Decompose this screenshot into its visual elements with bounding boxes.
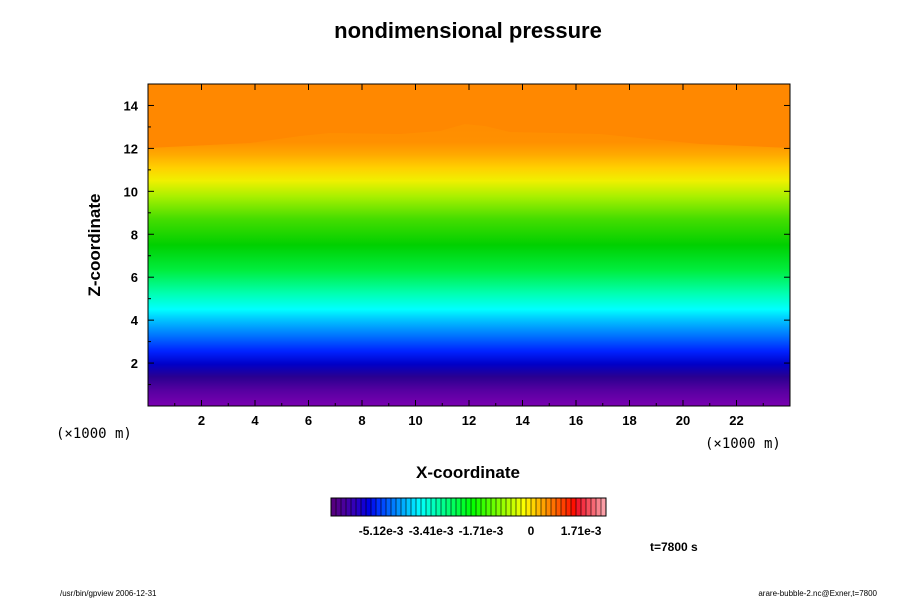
y-tick-label: 10 <box>124 184 138 199</box>
colorbar-cell <box>566 498 572 516</box>
colorbar <box>331 498 607 516</box>
y-tick-label: 8 <box>131 227 138 242</box>
y-tick-label: 4 <box>131 313 139 328</box>
x-unit-label: (×1000 m) <box>705 436 781 452</box>
colorbar-cell <box>591 498 597 516</box>
colorbar-cell <box>381 498 387 516</box>
x-tick-label: 8 <box>358 413 365 428</box>
colorbar-cell <box>406 498 412 516</box>
time-annotation: t=7800 s <box>650 540 698 554</box>
y-tick-label: 14 <box>124 98 139 113</box>
colorbar-cell <box>336 498 342 516</box>
colorbar-cell <box>471 498 477 516</box>
colorbar-cell <box>436 498 442 516</box>
colorbar-cell <box>356 498 362 516</box>
colorbar-cell <box>531 498 537 516</box>
colorbar-cell <box>331 498 337 516</box>
colorbar-cell <box>556 498 562 516</box>
colorbar-cell <box>401 498 407 516</box>
upper-bulge <box>148 84 790 148</box>
colorbar-cell <box>446 498 452 516</box>
footer-right: arare-bubble-2.nc@Exner,t=7800 <box>758 589 877 598</box>
colorbar-cell <box>421 498 427 516</box>
colorbar-cell <box>521 498 527 516</box>
colorbar-cell <box>461 498 467 516</box>
x-axis-ticks: 2 4 6 8 10 12 14 16 18 20 22 <box>174 84 764 428</box>
colorbar-cell <box>391 498 397 516</box>
colorbar-cell <box>571 498 577 516</box>
colorbar-cell <box>546 498 552 516</box>
x-tick-label: 2 <box>198 413 205 428</box>
colorbar-cell <box>366 498 372 516</box>
colorbar-cell <box>396 498 402 516</box>
colorbar-tick-label: 0 <box>528 524 535 538</box>
colorbar-frame <box>330 497 607 517</box>
x-tick-label: 16 <box>569 413 583 428</box>
colorbar-cell <box>371 498 377 516</box>
colorbar-cell <box>416 498 422 516</box>
colorbar-tick-label: -1.71e-3 <box>459 524 504 538</box>
colorbar-cell <box>431 498 437 516</box>
colorbar-cell <box>501 498 507 516</box>
colorbar-cell <box>341 498 347 516</box>
colorbar-cell <box>411 498 417 516</box>
colorbar-tick-labels: -5.12e-3 -3.41e-3 -1.71e-3 0 1.71e-3 <box>359 524 602 538</box>
y-tick-label: 2 <box>131 356 138 371</box>
chart-title: nondimensional pressure <box>334 18 602 43</box>
footer-left: /usr/bin/gpview 2006-12-31 <box>60 589 157 598</box>
colorbar-cell <box>361 498 367 516</box>
colorbar-tick-label: 1.71e-3 <box>561 524 602 538</box>
colorbar-cell <box>581 498 587 516</box>
colorbar-cell <box>541 498 547 516</box>
y-tick-label: 6 <box>131 270 138 285</box>
x-tick-label: 10 <box>408 413 422 428</box>
colorbar-tick-label: -5.12e-3 <box>359 524 404 538</box>
colorbar-tick-label: -3.41e-3 <box>409 524 454 538</box>
x-tick-label: 18 <box>622 413 636 428</box>
colorbar-cell <box>496 498 502 516</box>
colorbar-cell <box>386 498 392 516</box>
y-unit-label: (×1000 m) <box>56 426 132 442</box>
x-tick-label: 4 <box>251 413 259 428</box>
colorbar-cell <box>511 498 517 516</box>
x-axis-label: X-coordinate <box>416 463 520 482</box>
colorbar-cell <box>476 498 482 516</box>
colorbar-cell <box>516 498 522 516</box>
y-axis-label: Z-coordinate <box>85 194 104 297</box>
plot-area <box>147 83 791 407</box>
colorbar-cell <box>481 498 487 516</box>
colorbar-cell <box>601 498 607 516</box>
colorbar-cell <box>351 498 357 516</box>
x-tick-label: 22 <box>729 413 743 428</box>
colorbar-cell <box>486 498 492 516</box>
colorbar-cell <box>561 498 567 516</box>
colorbar-cell <box>526 498 532 516</box>
colorbar-cell <box>491 498 497 516</box>
colorbar-cell <box>451 498 457 516</box>
y-tick-label: 12 <box>124 141 138 156</box>
colorbar-cell <box>466 498 472 516</box>
colorbar-cell <box>456 498 462 516</box>
colorbar-cell <box>426 498 432 516</box>
y-axis-ticks: 2 4 6 8 10 12 14 <box>124 98 790 386</box>
colorbar-cell <box>346 498 352 516</box>
colorbar-cell <box>586 498 592 516</box>
x-tick-label: 14 <box>515 413 530 428</box>
colorbar-cell <box>376 498 382 516</box>
colorbar-cell <box>551 498 557 516</box>
colorbar-cell <box>576 498 582 516</box>
colorbar-cell <box>441 498 447 516</box>
colorbar-cell <box>596 498 602 516</box>
colorbar-cell <box>536 498 542 516</box>
x-tick-label: 20 <box>676 413 690 428</box>
x-tick-label: 12 <box>462 413 476 428</box>
colorbar-cell <box>506 498 512 516</box>
x-tick-label: 6 <box>305 413 312 428</box>
